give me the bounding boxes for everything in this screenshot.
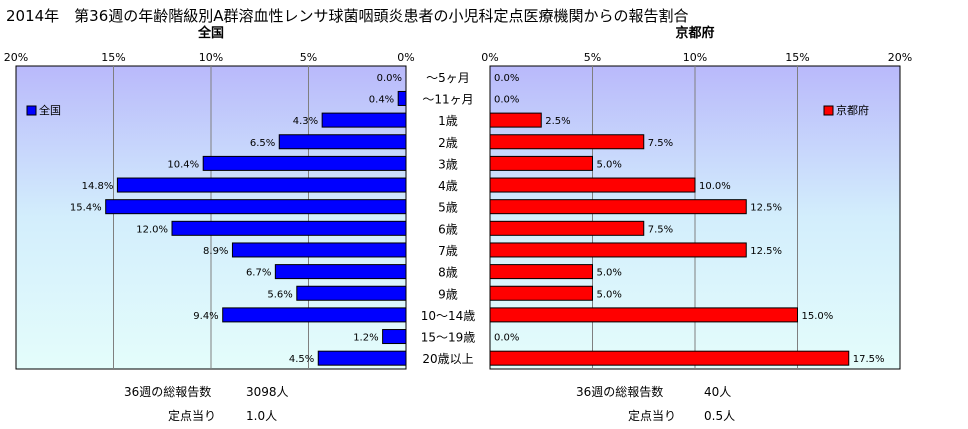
category-label: 4歳	[438, 179, 458, 193]
kyoto-data-label: 15.0%	[802, 311, 834, 322]
category-label: 5歳	[438, 201, 458, 215]
category-label: 〜5ヶ月	[426, 71, 470, 85]
national-data-label: 6.7%	[246, 268, 271, 279]
national-data-label: 0.0%	[377, 73, 402, 84]
national-bar	[278, 134, 407, 150]
kyoto-bar	[489, 285, 593, 301]
chart-title: 2014年 第36週の年齢階級別A群溶血性レンサ球菌咽頭炎患者の小児科定点医療機…	[6, 7, 689, 25]
national-bar	[317, 350, 407, 366]
kyoto-per-site-value: 0.5人	[704, 409, 736, 423]
kyoto-data-label: 0.0%	[494, 73, 519, 84]
national-per-site-label: 定点当り	[168, 409, 217, 423]
national-x-tick-label: 15%	[101, 51, 125, 64]
national-bar	[382, 329, 407, 345]
national-bar	[105, 199, 407, 215]
national-bar	[231, 242, 407, 258]
national-bar	[296, 285, 407, 301]
national-bar	[274, 264, 407, 280]
national-x-tick-label: 5%	[300, 51, 317, 64]
national-data-label: 0.4%	[369, 94, 394, 105]
kyoto-data-label: 5.0%	[597, 159, 622, 170]
kyoto-data-label: 7.5%	[648, 138, 673, 149]
kyoto-data-label: 12.5%	[750, 203, 782, 214]
kyoto-x-tick-label: 20%	[888, 51, 912, 64]
national-data-label: 6.5%	[250, 138, 275, 149]
kyoto-x-tick-label: 15%	[785, 51, 809, 64]
national-data-label: 12.0%	[136, 224, 168, 235]
category-label: 9歳	[438, 287, 458, 301]
category-label: 6歳	[438, 222, 458, 236]
national-bar	[321, 112, 407, 128]
national-legend-swatch	[26, 105, 37, 116]
national-total-value: 3098人	[246, 385, 289, 399]
national-x-tick-label: 0%	[397, 51, 414, 64]
kyoto-bar	[489, 264, 593, 280]
national-x-tick-label: 10%	[199, 51, 223, 64]
kyoto-x-tick-label: 5%	[584, 51, 601, 64]
category-label: 10〜14歳	[421, 309, 476, 323]
kyoto-data-label: 7.5%	[648, 224, 673, 235]
national-x-tick-label: 20%	[4, 51, 28, 64]
national-panel-title: 全国	[197, 25, 224, 41]
kyoto-panel-title: 京都府	[675, 25, 714, 41]
category-label: 15〜19歳	[421, 331, 476, 345]
kyoto-bar	[489, 177, 696, 193]
national-data-label: 8.9%	[203, 246, 228, 257]
kyoto-per-site-label: 定点当り	[628, 409, 677, 423]
national-data-label: 9.4%	[193, 311, 218, 322]
kyoto-legend-label: 京都府	[836, 103, 869, 117]
national-bar	[202, 155, 407, 171]
kyoto-data-label: 0.0%	[494, 94, 519, 105]
national-data-label: 15.4%	[70, 203, 102, 214]
national-bar	[222, 307, 407, 323]
category-label: 1歳	[438, 114, 458, 128]
kyoto-data-label: 12.5%	[750, 246, 782, 257]
category-label: 7歳	[438, 244, 458, 258]
national-per-site-value: 1.0人	[246, 409, 278, 423]
category-label: 20歳以上	[422, 352, 473, 366]
national-data-label: 4.5%	[289, 354, 314, 365]
kyoto-bar	[489, 242, 747, 258]
national-data-label: 1.2%	[353, 333, 378, 344]
kyoto-bar	[489, 134, 645, 150]
kyoto-bar	[489, 112, 542, 128]
kyoto-data-label: 2.5%	[545, 116, 570, 127]
national-data-label: 4.3%	[293, 116, 318, 127]
category-label: 2歳	[438, 136, 458, 150]
category-label: 〜11ヶ月	[422, 92, 473, 106]
national-bar	[171, 220, 407, 236]
kyoto-bar	[489, 155, 593, 171]
kyoto-total-value: 40人	[704, 385, 732, 399]
kyoto-x-tick-label: 10%	[683, 51, 707, 64]
kyoto-bar	[489, 350, 850, 366]
national-legend-label: 全国	[39, 103, 61, 117]
kyoto-bar	[489, 199, 747, 215]
kyoto-bar	[489, 220, 645, 236]
kyoto-data-label: 10.0%	[699, 181, 731, 192]
national-data-label: 5.6%	[267, 289, 292, 300]
category-label: 8歳	[438, 266, 458, 280]
kyoto-legend-swatch	[823, 105, 834, 116]
kyoto-data-label: 0.0%	[494, 333, 519, 344]
national-bar	[397, 90, 407, 106]
national-total-label: 36週の総報告数	[124, 385, 212, 399]
national-data-label: 10.4%	[167, 159, 199, 170]
national-data-label: 14.8%	[82, 181, 114, 192]
kyoto-data-label: 5.0%	[597, 289, 622, 300]
national-bar	[116, 177, 407, 193]
kyoto-data-label: 17.5%	[853, 354, 885, 365]
kyoto-bar	[489, 307, 798, 323]
kyoto-total-label: 36週の総報告数	[576, 385, 664, 399]
kyoto-data-label: 5.0%	[597, 268, 622, 279]
category-label: 3歳	[438, 157, 458, 171]
kyoto-x-tick-label: 0%	[481, 51, 498, 64]
